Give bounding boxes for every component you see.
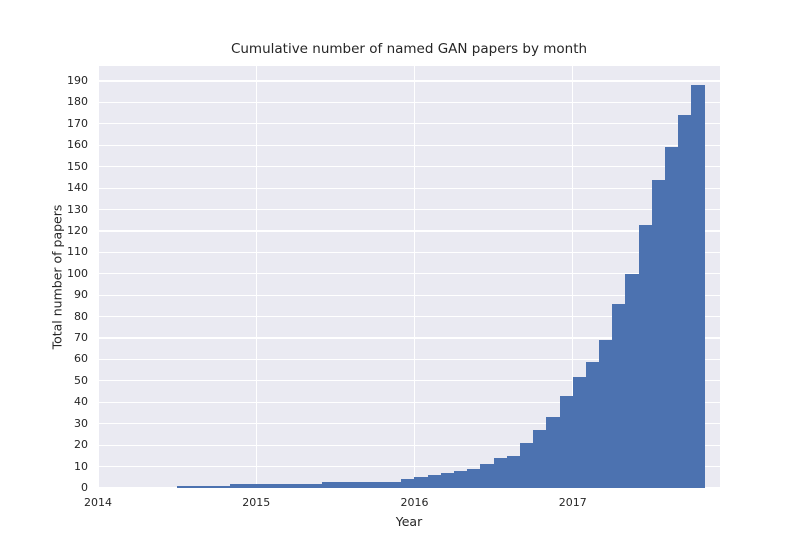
bar-2017-01	[572, 376, 587, 488]
bar-2015-07	[335, 481, 350, 488]
h-gridline	[98, 80, 720, 82]
bar-2014-09	[203, 485, 218, 488]
y-tick-label: 20	[74, 438, 88, 452]
bar-2014-07	[177, 485, 191, 488]
bar-2015-12	[401, 479, 415, 488]
bar-2017-05	[625, 273, 640, 488]
bar-2016-04	[454, 470, 468, 488]
bar-2015-10	[374, 481, 389, 488]
h-gridline	[98, 251, 720, 253]
bar-2016-11	[546, 417, 560, 488]
y-tick-label: 140	[67, 181, 88, 195]
bar-2015-11	[388, 481, 402, 488]
x-tick-label-2016: 2016	[400, 496, 429, 509]
bar-2015-03	[282, 483, 297, 488]
h-gridline	[98, 273, 720, 275]
y-tick-label: 70	[74, 331, 88, 345]
bar-2015-09	[361, 481, 376, 488]
v-gridline	[255, 66, 257, 488]
y-tick-label: 30	[74, 416, 88, 430]
h-gridline	[98, 294, 720, 296]
y-tick-label: 10	[74, 459, 88, 473]
v-gridline	[97, 66, 99, 488]
h-gridline	[98, 230, 720, 232]
y-tick-label: 0	[81, 481, 88, 494]
y-tick-label: 90	[74, 288, 88, 302]
y-tick-label: 110	[67, 245, 88, 259]
bar-2015-02	[269, 483, 284, 488]
y-tick-label: 170	[67, 116, 88, 130]
bar-2015-06	[322, 481, 336, 488]
y-tick-label: 60	[74, 352, 88, 366]
plot-area	[97, 66, 720, 489]
y-tick-label: 190	[67, 73, 88, 87]
bar-2016-06	[480, 464, 495, 488]
h-gridline	[98, 465, 720, 468]
bar-2015-04	[295, 483, 310, 488]
h-gridline	[98, 444, 720, 446]
bar-2016-12	[559, 395, 574, 488]
h-gridline	[98, 166, 720, 168]
bar-2016-10	[533, 430, 547, 488]
bar-2017-08	[665, 147, 679, 488]
v-gridline	[572, 66, 574, 488]
x-tick-label-2017: 2017	[558, 496, 587, 509]
h-gridline	[98, 401, 720, 403]
bar-2015-05	[308, 483, 323, 488]
h-gridline	[98, 337, 720, 339]
bar-2016-05	[467, 468, 481, 488]
x-tick-label-2015: 2015	[242, 496, 271, 509]
bar-2015-01	[256, 483, 270, 488]
bar-2015-08	[348, 481, 363, 488]
y-tick-label: 150	[67, 159, 88, 173]
bar-2017-03	[599, 340, 613, 488]
h-gridline	[98, 208, 720, 211]
bar-2017-10	[691, 85, 706, 488]
bar-2017-04	[612, 303, 626, 488]
bar-2016-09	[519, 443, 534, 488]
h-gridline	[98, 123, 720, 125]
bar-2014-12	[243, 483, 257, 488]
y-tick-label: 40	[74, 395, 88, 409]
bar-2014-11	[229, 483, 244, 488]
bar-2016-01	[414, 477, 429, 488]
x-axis-label: Year	[395, 514, 423, 529]
bar-2016-03	[440, 473, 455, 488]
y-tick-label: 120	[67, 223, 88, 237]
y-tick-label: 80	[74, 309, 88, 323]
y-tick-label: 160	[67, 138, 88, 152]
bar-2017-09	[678, 115, 692, 488]
y-tick-label: 180	[67, 95, 88, 109]
bar-2016-07	[493, 458, 508, 488]
x-tick-label-2014: 2014	[84, 496, 112, 509]
chart-title: Cumulative number of named GAN papers by…	[230, 41, 588, 57]
h-gridline	[98, 358, 720, 361]
bar-2017-06	[638, 224, 653, 488]
v-gridline	[413, 66, 416, 488]
h-gridline	[98, 316, 720, 318]
bar-2016-08	[506, 455, 521, 488]
bar-2017-07	[651, 179, 666, 488]
bar-2014-08	[190, 485, 204, 488]
h-gridline	[98, 423, 720, 425]
h-gridline	[98, 380, 720, 382]
h-gridline	[98, 187, 720, 189]
y-tick-label: 100	[67, 266, 88, 280]
bar-2014-10	[216, 485, 231, 488]
h-gridline	[98, 144, 720, 146]
bar-2016-02	[427, 475, 442, 488]
y-tick-label: 50	[74, 373, 88, 387]
y-tick-label: 130	[67, 202, 88, 216]
bar-2017-02	[585, 361, 600, 488]
h-gridline	[98, 101, 720, 103]
